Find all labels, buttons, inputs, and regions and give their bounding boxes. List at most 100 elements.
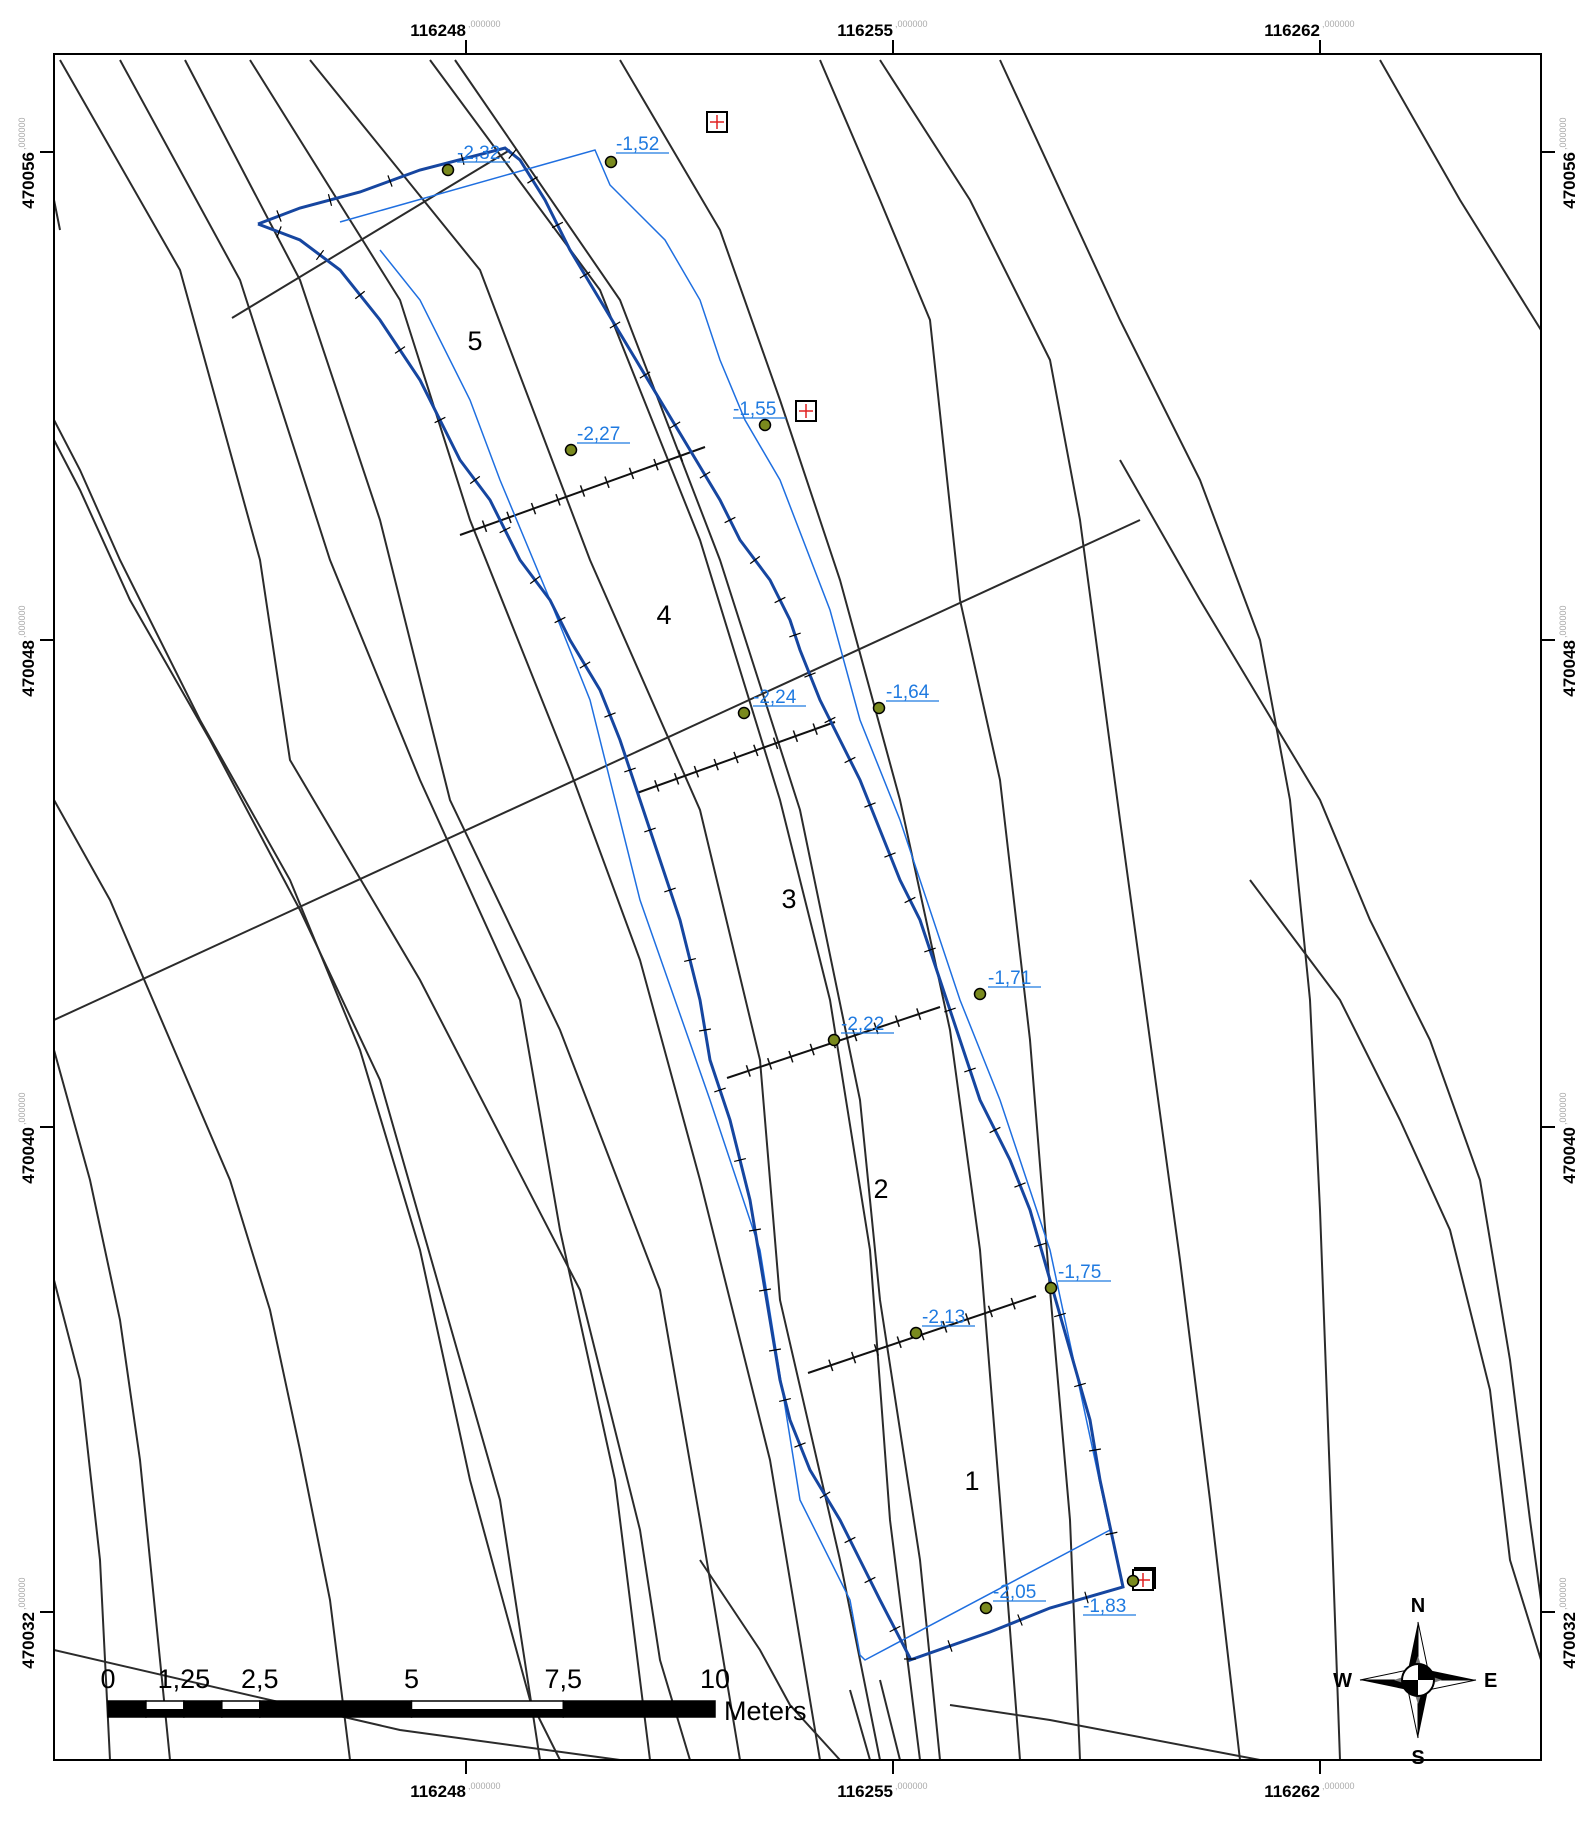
- contour-line: [1119, 459, 1541, 1601]
- scale-label: 1,25: [158, 1664, 211, 1694]
- y-tick-right: 470056 ,000000: [1558, 117, 1579, 208]
- depth-label: -1,75: [1058, 1262, 1101, 1283]
- y-tick-left: 470032 ,000000: [17, 1577, 38, 1668]
- edge-tick: [1054, 1312, 1066, 1318]
- depth-point-marker: [758, 418, 772, 432]
- contour-line: [54, 419, 561, 1760]
- edge-tick: [804, 672, 816, 678]
- depth-point: -2,22: [827, 1014, 894, 1047]
- y-tick-label: 470032: [19, 1612, 38, 1669]
- depth-point: -1,83: [1083, 1574, 1140, 1617]
- depth-label: -2,27: [577, 424, 620, 445]
- depth-point: -2,05: [979, 1582, 1046, 1615]
- x-tick-label: 116262: [1264, 1782, 1320, 1801]
- map-content: -2,32 -1,52 -2,27 -1,55 -2,24 -1,64 -2,22 -1,71…: [54, 59, 1541, 1760]
- sector-labels: 1 2 3 4 5: [467, 326, 979, 1496]
- excavation-outline: [257, 146, 1125, 1663]
- depth-point-marker: [827, 1033, 841, 1047]
- y-tick-right: 470032 ,000000: [1558, 1577, 1579, 1668]
- edge-tick: [664, 887, 676, 893]
- edge-tick: [434, 416, 446, 424]
- y-tick-label: 470056: [19, 152, 38, 209]
- edge-tick: [699, 471, 711, 479]
- depth-point: -2,13: [909, 1307, 975, 1340]
- y-tick-right: 470040 ,000000: [1558, 1092, 1579, 1183]
- contour-line: [54, 1279, 111, 1760]
- contour-line: [54, 519, 1141, 1021]
- edge-tick: [1017, 1614, 1023, 1626]
- x-tick-label: 116262: [1264, 21, 1320, 40]
- sector-dividers: [459, 446, 1037, 1374]
- x-tick-suffix: ,000000: [1322, 1781, 1355, 1791]
- contour-line: [231, 149, 511, 319]
- depth-label: -1,52: [616, 134, 659, 155]
- benchmark-marker: [706, 111, 728, 133]
- contour-line: [119, 59, 651, 1760]
- depth-point-marker: [872, 701, 886, 715]
- divider-tick: [873, 1343, 880, 1356]
- y-tick-suffix: ,000000: [17, 1577, 27, 1610]
- depth-label: -1,83: [1083, 1596, 1126, 1617]
- y-tick-left: 470056 ,000000: [17, 117, 38, 208]
- scale-label: 10: [700, 1664, 730, 1694]
- y-tick-left: 470048 ,000000: [17, 605, 38, 696]
- edge-tick: [768, 1348, 782, 1352]
- contour-line: [879, 59, 1241, 1760]
- sector-label: 4: [656, 600, 671, 630]
- contour-line: [54, 1649, 621, 1760]
- y-tick-label: 470032: [1560, 1612, 1579, 1669]
- divider-tick: [555, 493, 561, 506]
- divider-tick: [628, 467, 635, 480]
- depth-point: -1,71: [973, 968, 1041, 1001]
- divider-tick: [1010, 1297, 1016, 1310]
- edge-tick: [684, 957, 696, 963]
- north-label: N: [1411, 1595, 1425, 1617]
- y-tick-suffix: ,000000: [1558, 117, 1568, 150]
- contour-line: [454, 59, 941, 1760]
- divider-tick: [964, 1313, 971, 1326]
- edge-tick: [644, 827, 656, 833]
- edge-tick: [1088, 1448, 1102, 1452]
- west-label: W: [1333, 1670, 1352, 1692]
- scale-label: 5: [404, 1664, 419, 1694]
- depth-point-marker: [604, 155, 618, 169]
- contour-line: [429, 59, 921, 1760]
- edge-tick: [734, 1157, 746, 1163]
- edge-tick: [527, 176, 538, 184]
- edge-tick: [844, 1536, 856, 1544]
- scale-label: 0: [100, 1664, 115, 1694]
- east-label: E: [1484, 1670, 1497, 1692]
- edge-tick: [749, 555, 761, 565]
- depth-label: -1,64: [886, 682, 930, 703]
- sector-label: 3: [781, 884, 796, 914]
- depth-points: -2,32 -1,52 -2,27 -1,55 -2,24 -1,64 -2,22 -1,71…: [441, 134, 1140, 1617]
- depth-point: -1,75: [1044, 1262, 1111, 1295]
- compass-rose-icon: N S E W: [1333, 1595, 1497, 1769]
- divider-tick: [772, 737, 779, 750]
- x-tick-label: 116255: [837, 1782, 893, 1801]
- divider-tick: [812, 723, 818, 736]
- y-tick-suffix: ,000000: [17, 117, 27, 150]
- scale-segment: [183, 1700, 223, 1718]
- edge-tick: [824, 716, 836, 724]
- contour-line: [309, 59, 881, 1760]
- y-tick-right: 470048 ,000000: [1558, 605, 1579, 696]
- edge-tick: [889, 1625, 901, 1633]
- divider-tick: [673, 772, 680, 785]
- edge-tick: [944, 1007, 956, 1013]
- contour-line: [949, 1704, 1261, 1760]
- depth-label: -1,55: [733, 399, 776, 420]
- edge-tick: [794, 1442, 806, 1448]
- edge-tick: [604, 712, 616, 718]
- edge-tick: [499, 526, 511, 534]
- divider-tick: [733, 751, 739, 764]
- edge-tick: [579, 271, 591, 279]
- depth-point: -1,64: [872, 682, 939, 715]
- depth-point-marker: [737, 706, 751, 720]
- depth-label: -1,71: [988, 968, 1031, 989]
- depth-point-marker: [1044, 1281, 1058, 1295]
- x-tick-suffix: ,000000: [1322, 19, 1355, 29]
- edge-tick: [904, 896, 916, 904]
- edge-tick: [884, 852, 896, 858]
